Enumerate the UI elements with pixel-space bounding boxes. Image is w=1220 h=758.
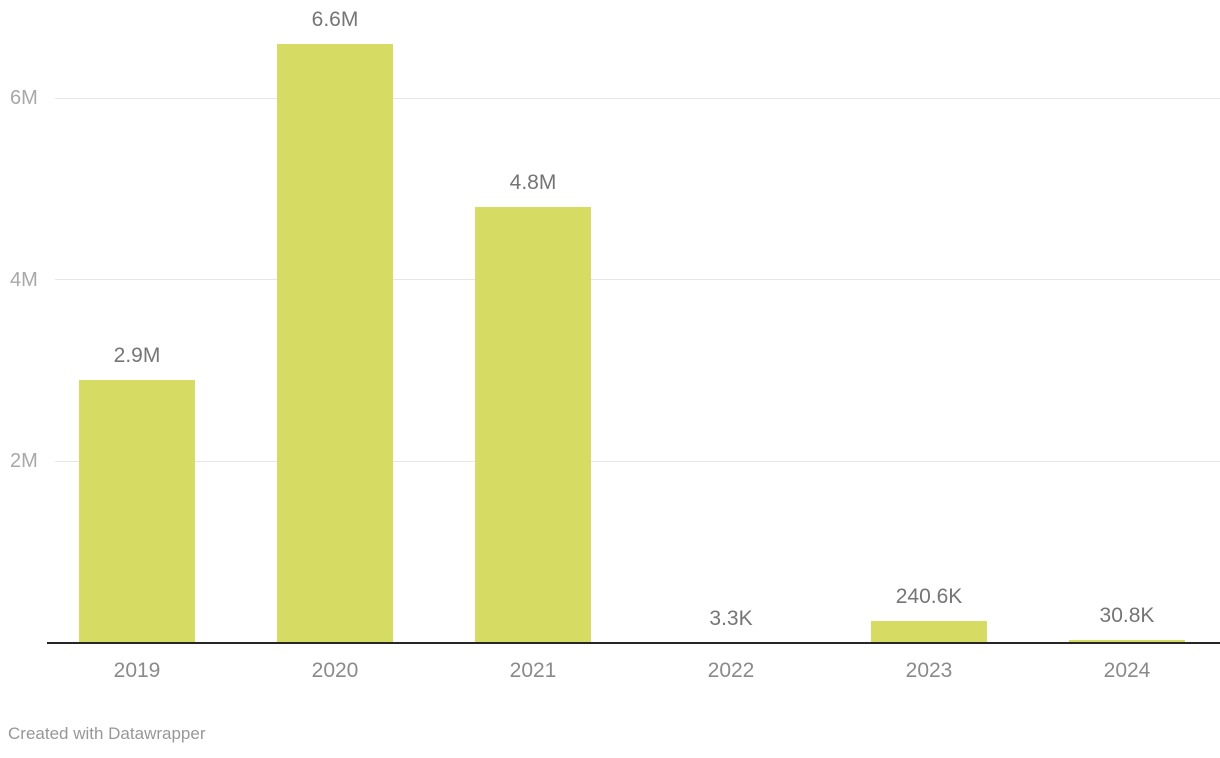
column-2024: 30.8K 2024 <box>1028 0 1220 682</box>
y-tick-label-2M: 2M <box>10 450 38 473</box>
x-tick-label-2019: 2019 <box>113 659 161 682</box>
x-tick-label-2024: 2024 <box>1103 659 1151 682</box>
bar-2019[interactable] <box>79 379 195 643</box>
column-2020: 6.6M 2020 <box>236 0 434 682</box>
column-2021: 4.8M 2021 <box>434 0 632 682</box>
plot-area: 2.9M 2019 6.6M 2020 4.8M 2021 3.3K 2022 240.6K 20… <box>38 0 1220 682</box>
column-2023: 240.6K 2023 <box>830 0 1028 682</box>
value-label-2023: 240.6K <box>895 585 963 609</box>
y-tick-label-4M: 4M <box>10 268 38 291</box>
bar-2020[interactable] <box>277 43 393 643</box>
value-label-2020: 6.6M <box>311 7 359 31</box>
column-2022: 3.3K 2022 <box>632 0 830 682</box>
datawrapper-attribution: Created with Datawrapper <box>8 724 206 743</box>
bar-2023[interactable] <box>871 621 987 643</box>
value-label-2021: 4.8M <box>509 171 557 195</box>
x-tick-label-2020: 2020 <box>311 659 359 682</box>
value-label-2019: 2.9M <box>113 343 161 367</box>
x-tick-label-2022: 2022 <box>707 659 755 682</box>
bar-2021[interactable] <box>475 207 591 643</box>
x-tick-label-2021: 2021 <box>509 659 557 682</box>
x-axis-line <box>47 642 1220 644</box>
value-label-2022: 3.3K <box>709 606 753 630</box>
y-tick-label-6M: 6M <box>10 87 38 110</box>
column-2019: 2.9M 2019 <box>38 0 236 682</box>
bar-2024[interactable] <box>1069 640 1185 643</box>
x-tick-label-2023: 2023 <box>905 659 953 682</box>
value-label-2024: 30.8K <box>1099 604 1155 628</box>
